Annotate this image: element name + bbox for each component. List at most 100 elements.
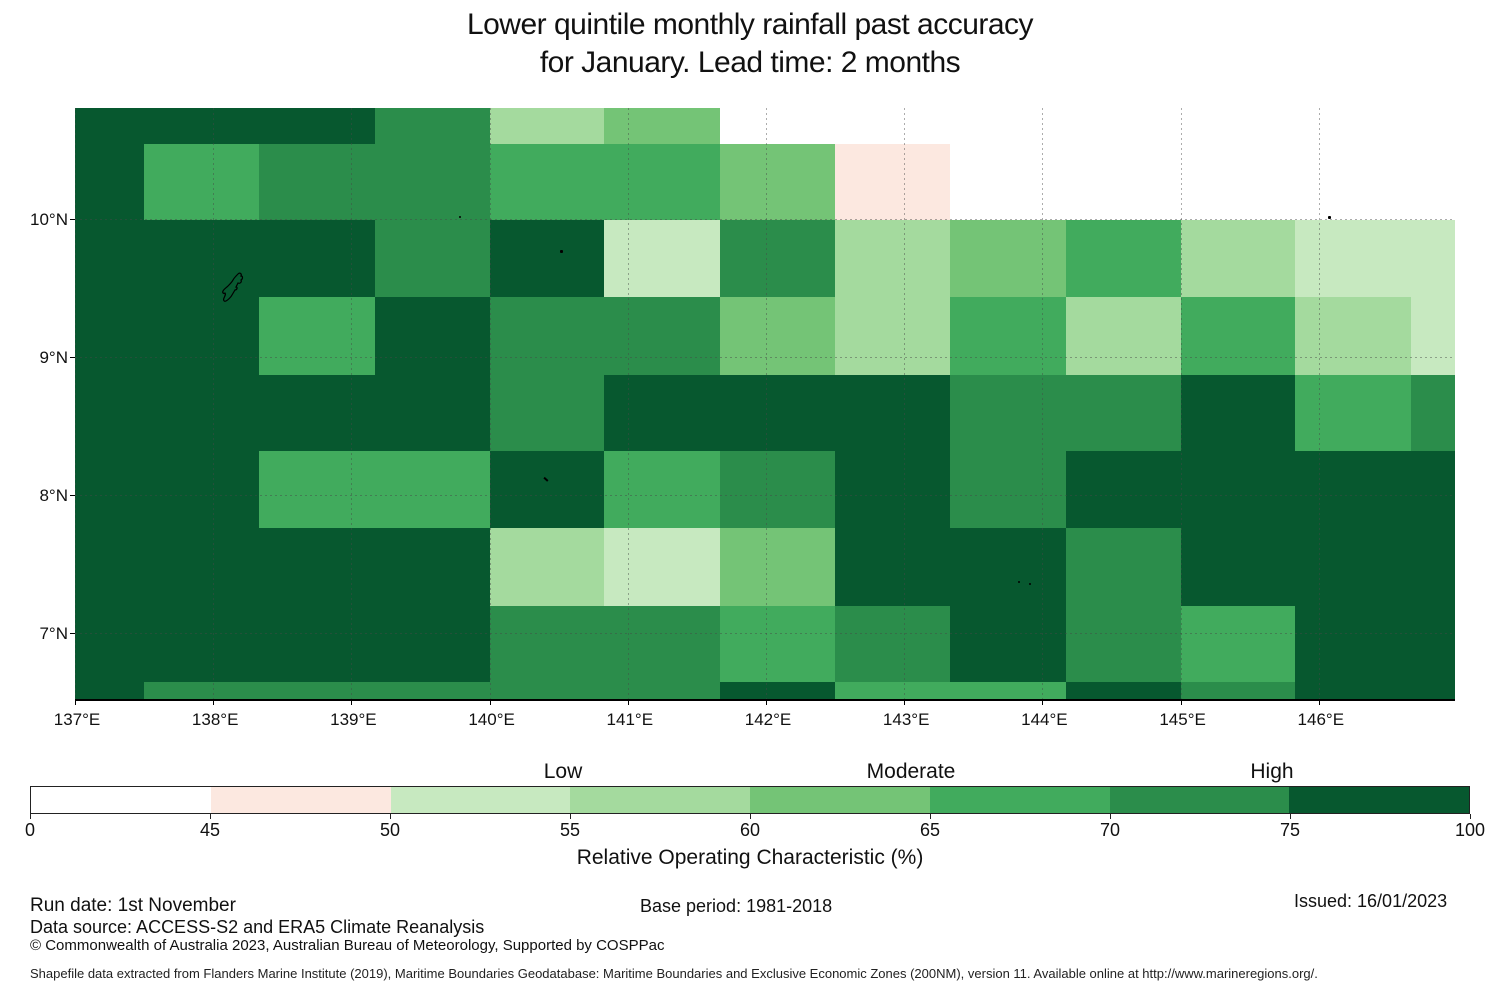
- base-period-text: Base period: 1981-2018: [640, 896, 833, 916]
- heatmap-cell: [374, 681, 490, 700]
- heatmap-cell: [604, 450, 721, 529]
- heatmap-cell: [604, 219, 721, 298]
- heatmap-cell: [489, 374, 605, 451]
- x-tick-mark: [766, 701, 767, 705]
- gridline-horizontal: [75, 218, 1455, 220]
- x-tick-label: 139°E: [330, 710, 377, 729]
- x-tick-label: 142°E: [744, 710, 792, 729]
- heatmap-cell: [258, 374, 375, 451]
- heatmap-cell: [1295, 605, 1412, 682]
- x-tick-mark: [1318, 701, 1320, 705]
- colorbar-segment: [210, 787, 391, 813]
- heatmap-cell: [374, 374, 490, 451]
- heatmap-cell: [144, 605, 259, 682]
- heatmap-cell: [949, 108, 1066, 144]
- heatmap-cell: [1065, 605, 1181, 682]
- y-tick-mark: [70, 494, 75, 496]
- heatmap-cell: [489, 681, 605, 700]
- heatmap-cell: [1295, 297, 1412, 375]
- heatmap-cell: [374, 605, 490, 682]
- heatmap-cell: [1295, 219, 1412, 298]
- heatmap-cell: [1180, 681, 1296, 700]
- colorbar: [30, 786, 1470, 814]
- x-tick-mark: [627, 701, 629, 705]
- island-dot: [1017, 580, 1020, 583]
- heatmap-cell: [258, 143, 375, 220]
- colorbar-tick-label: 50: [379, 820, 401, 840]
- heatmap-cell: [1295, 374, 1412, 451]
- data-source-text: Data source: ACCESS-S2 and ERA5 Climate …: [30, 917, 485, 937]
- colorbar-segment: [1109, 787, 1290, 813]
- heatmap-cell: [374, 143, 490, 220]
- y-tick-mark: [70, 356, 75, 358]
- colorbar-tick-mark: [210, 814, 211, 819]
- heatmap-cell: [144, 219, 259, 298]
- heatmap-cell: [720, 681, 836, 700]
- x-tick-mark: [1180, 701, 1182, 705]
- colorbar-tick-mark: [1110, 814, 1111, 819]
- heatmap-cell: [949, 374, 1066, 451]
- heatmap-cell: [258, 681, 375, 700]
- heatmap-cell: [1411, 450, 1455, 529]
- heatmap-cell: [144, 528, 259, 606]
- heatmap-cell: [1065, 374, 1181, 451]
- heatmap-cell: [489, 143, 605, 220]
- heatmap-cell: [835, 681, 950, 700]
- heatmap-cell: [144, 681, 259, 700]
- heatmap-cell: [1411, 219, 1455, 298]
- heatmap-cell: [720, 605, 836, 682]
- colorbar-tick-label: 65: [919, 820, 941, 840]
- colorbar-tick-label: 45: [199, 820, 221, 840]
- heatmap-cell: [1065, 528, 1181, 606]
- gridline-vertical: [1180, 108, 1182, 700]
- y-tick-mark: [70, 633, 75, 635]
- colorbar-segment: [750, 787, 930, 813]
- colorbar-tick-mark: [750, 814, 751, 819]
- heatmap-cell: [949, 528, 1066, 606]
- x-tick-mark: [351, 701, 353, 705]
- heatmap-cell: [835, 605, 950, 682]
- heatmap-cell: [1180, 450, 1296, 529]
- colorbar-segment: [390, 787, 571, 813]
- heatmap-cell: [374, 108, 490, 144]
- gridline-vertical: [1318, 108, 1320, 700]
- heatmap-cell: [1180, 528, 1296, 606]
- heatmap-cell: [1180, 297, 1296, 375]
- heatmap-cell: [258, 297, 375, 375]
- gridline-horizontal: [75, 494, 1455, 496]
- heatmap-cell: [489, 605, 605, 682]
- heatmap-cell: [604, 605, 721, 682]
- heatmap-cell: [835, 297, 950, 375]
- x-tick-label: 146°E: [1297, 710, 1345, 729]
- heatmap-cell: [75, 450, 145, 529]
- heatmap-cell: [720, 108, 836, 144]
- heatmap-cell: [144, 374, 259, 451]
- colorbar-tick-label: 55: [559, 820, 581, 840]
- heatmap-cell: [604, 108, 721, 144]
- colorbar-segment: [31, 787, 211, 813]
- heatmap-cell: [258, 108, 375, 144]
- colorbar-zone-label: High: [1250, 760, 1294, 783]
- heatmap-cell: [835, 108, 950, 144]
- heatmap-cell: [1180, 143, 1296, 220]
- colorbar-tick-mark: [570, 814, 571, 819]
- x-tick-label: 141°E: [606, 710, 654, 729]
- heatmap-cell: [835, 528, 950, 606]
- chart-title-line2: for January. Lead time: 2 months: [539, 46, 961, 79]
- x-tick-mark: [75, 701, 76, 705]
- heatmap-cell: [720, 297, 836, 375]
- heatmap-cell: [604, 143, 721, 220]
- gridline-vertical: [904, 108, 906, 700]
- colorbar-tick-label: 70: [1099, 820, 1121, 840]
- gridline-vertical: [351, 108, 353, 700]
- gridline-horizontal: [75, 356, 1455, 358]
- colorbar-tick-mark: [1290, 814, 1291, 819]
- issued-text: Issued: 16/01/2023: [1294, 891, 1448, 911]
- heatmap-cell: [1411, 297, 1455, 375]
- heatmap-cell: [1411, 528, 1455, 606]
- heatmap-cell: [1065, 450, 1181, 529]
- heatmap-cell: [835, 219, 950, 298]
- gridline-vertical: [489, 108, 491, 700]
- heatmap-cell: [489, 297, 605, 375]
